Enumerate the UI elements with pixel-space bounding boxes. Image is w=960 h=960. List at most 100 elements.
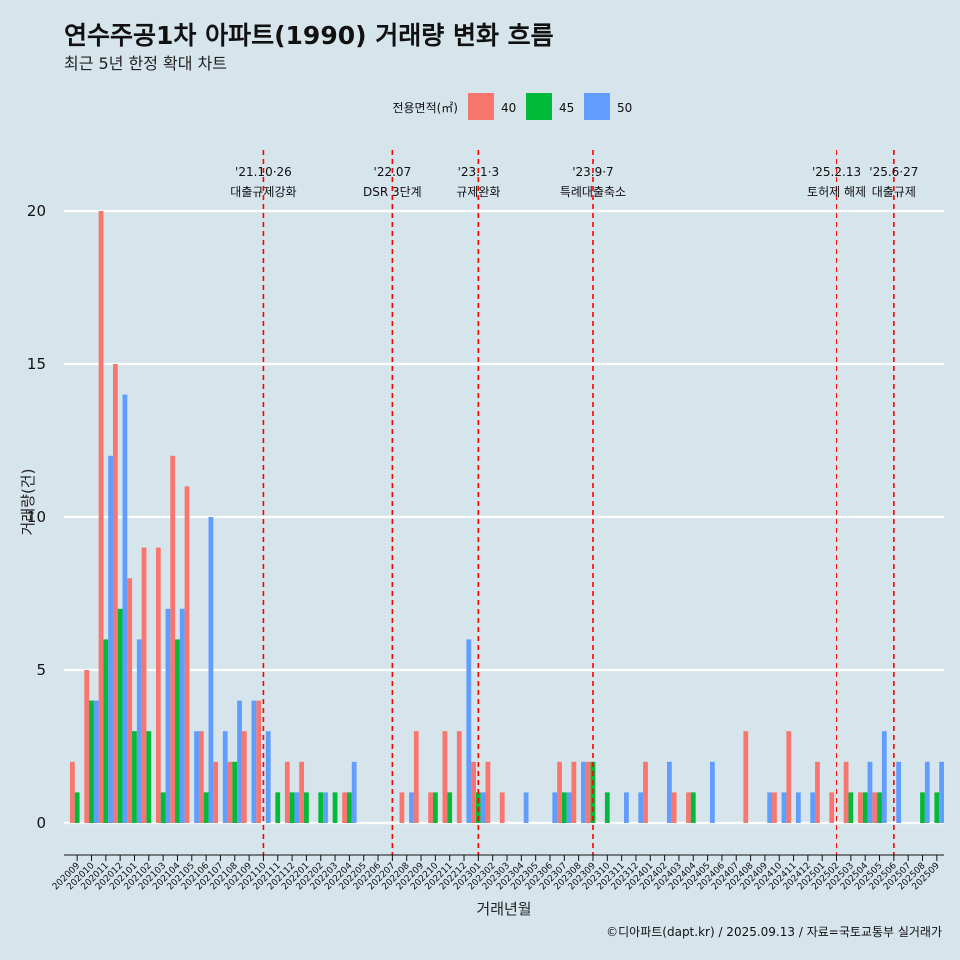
event-date-label: '23.9·7 [572,165,613,179]
bar [815,761,820,823]
bar [881,731,887,823]
bar [232,761,238,823]
bar [347,792,352,823]
bar [896,761,902,823]
event-name-label: 규제완화 [456,185,500,199]
bar [786,731,792,823]
bar [867,761,873,823]
bar [179,608,185,823]
bar [160,792,166,823]
bar [686,792,691,823]
caption: ©디아파트(dapt.kr) / 2025.09.13 / 자료=국토교통부 실… [606,925,942,939]
bar [624,792,629,823]
bars [70,211,944,823]
bar [924,761,930,823]
bar [499,792,505,823]
chart-subtitle: 최근 5년 한정 확대 차트 [64,54,227,73]
x-axis: 2020092020102020112020122021012021022021… [51,854,944,892]
x-axis-title: 거래년월 [476,900,531,918]
bar [89,700,94,823]
legend: 전용면적(㎡) 40 45 50 [392,93,632,120]
legend-key [468,93,494,120]
bar [351,761,357,823]
bar [471,761,476,823]
bar [523,792,529,823]
bar [561,792,567,823]
bar [342,792,348,823]
event-name-label: 특례대출축소 [560,185,626,199]
bar [294,792,300,823]
bar [585,761,591,823]
legend-label: 40 [501,101,516,115]
bar [485,761,491,823]
y-tick-label: 5 [36,661,46,679]
legend-title: 전용면적(㎡) [392,101,458,115]
bar [117,608,123,823]
bar [829,792,835,823]
bar [939,761,944,823]
bar [165,608,171,823]
legend-key [526,93,552,120]
bar [442,731,448,823]
event-date-label: '23.1·3 [458,165,499,179]
bar [643,761,648,823]
bar [877,792,882,823]
bar [318,792,324,823]
bar [934,792,940,823]
y-axis-title: 거래량(건) [19,469,37,536]
bar [227,761,233,823]
bar [127,578,133,823]
bar [175,639,180,823]
bar [222,731,228,823]
bar [409,792,414,823]
bar [848,792,854,823]
bar [203,792,209,823]
bar [132,731,137,823]
event-name-label: 대출규제 [872,185,916,199]
bar [709,761,715,823]
bar [810,792,816,823]
bar [858,792,863,823]
bar [93,700,99,823]
bar [862,792,868,823]
bar [456,731,462,823]
bar [122,394,128,823]
y-tick-label: 20 [27,202,46,220]
bar [332,792,338,823]
y-tick-label: 10 [27,508,46,526]
bar [141,547,147,823]
bar [194,731,199,823]
event-name-label: 대출규제강화 [230,185,296,199]
bar [413,731,419,823]
bar [552,792,558,823]
bar [284,761,290,823]
event-name-label: 토허제 해제 [807,185,866,199]
bar [571,761,577,823]
bar [638,792,644,823]
event-name-label: DSR 3단계 [363,185,422,199]
bar [136,639,142,823]
bar [146,731,152,823]
bar [198,731,204,823]
bar [557,761,562,823]
bar [213,761,219,823]
event-markers: '21.10·26 대출규제강화 '22.07 DSR 3단계 '23.1·3 규제완화 '… [230,150,918,855]
bar [772,792,777,823]
legend-label: 50 [617,101,632,115]
event-date-label: '25.6·27 [869,165,918,179]
bar [690,792,696,823]
bar [872,792,878,823]
bar [795,792,801,823]
bar [98,211,104,823]
bar [289,792,295,823]
bar [323,792,328,823]
bar [428,792,433,823]
event-date-label: '21.10·26 [235,165,292,179]
bar [480,792,486,823]
bar [581,761,586,823]
bar [447,792,453,823]
bar [920,792,925,823]
event-date-label: '25.2.13 [812,165,861,179]
bar [275,792,281,823]
